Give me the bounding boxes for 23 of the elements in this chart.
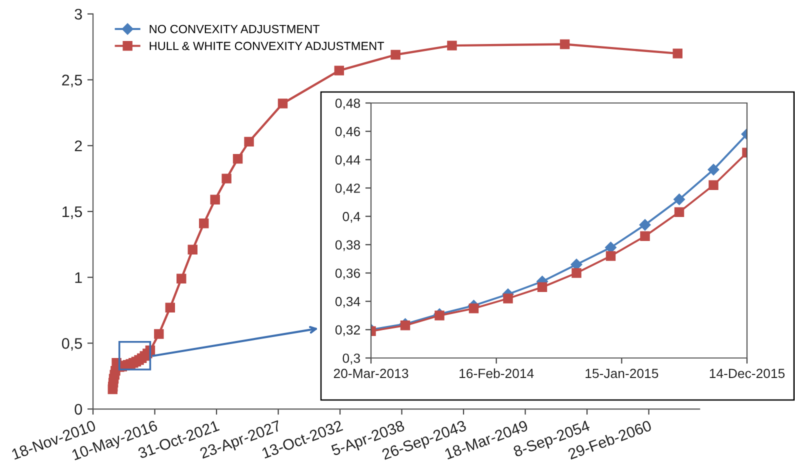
x-tick-label: 14-Dec-2015 <box>710 368 785 378</box>
y-tick-label: 2,5 <box>62 74 82 88</box>
y-tick-label: 0,5 <box>62 338 82 351</box>
y-tick-label: 0,44 <box>335 155 360 166</box>
x-tick-label: 16-Feb-2014 <box>460 368 534 378</box>
y-tick-label: 0 <box>74 404 82 415</box>
y-tick-label: 2 <box>74 140 82 152</box>
legend-label: HULL & WHITE CONVEXITY ADJUSTMENT <box>150 42 384 50</box>
y-tick-label: 0,3 <box>342 354 360 364</box>
y-tick-label: 0,32 <box>335 325 360 336</box>
y-tick-label: 0,46 <box>335 126 360 138</box>
y-tick-label: 3 <box>74 8 82 20</box>
y-tick-label: 1 <box>75 272 82 283</box>
y-tick-label: 0,42 <box>335 184 360 194</box>
y-tick-label: 0,4 <box>342 212 360 223</box>
legend-label: NO CONVEXITY ADJUSTMENT <box>150 24 320 34</box>
y-tick-label: 1,5 <box>62 206 82 219</box>
x-tick-label: 15-Jan-2015 <box>586 368 658 378</box>
x-tick-label: 20-Mar-2013 <box>334 368 408 378</box>
y-tick-label: 0,38 <box>335 240 360 252</box>
y-tick-label: 0,36 <box>335 268 360 280</box>
y-tick-label: 0,34 <box>335 296 360 308</box>
y-tick-label: 0,48 <box>335 98 360 110</box>
